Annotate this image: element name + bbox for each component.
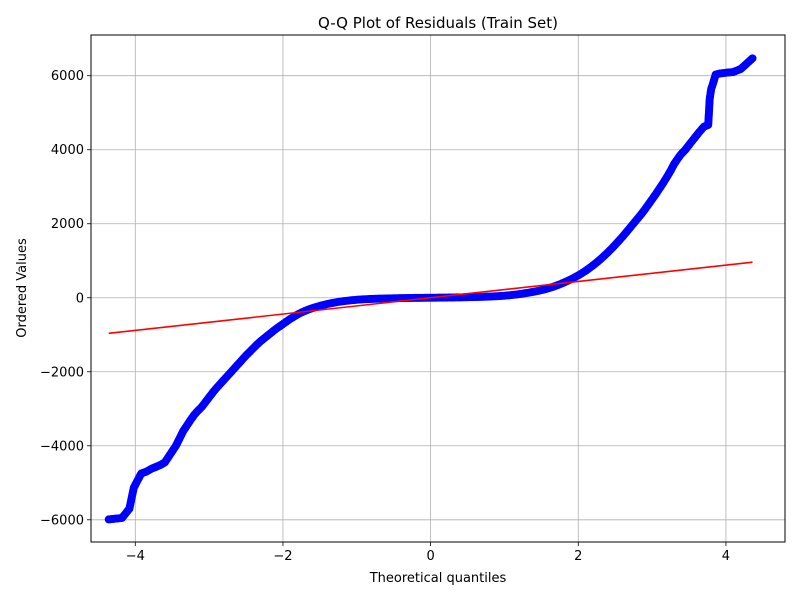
y-tick-label: −4000	[40, 439, 84, 454]
y-tick-label: 6000	[51, 69, 84, 84]
x-tick-label: 2	[574, 549, 582, 564]
chart-title: Q-Q Plot of Residuals (Train Set)	[318, 14, 558, 32]
plot-frame	[90, 34, 786, 543]
y-axis-label: Ordered Values	[15, 238, 30, 338]
residual-points	[104, 54, 757, 524]
residual-point	[747, 55, 756, 64]
y-tick-label: −6000	[40, 513, 84, 528]
x-tick-label: −2	[273, 549, 292, 564]
y-tick-label: 2000	[51, 217, 84, 232]
y-tick-label: 4000	[51, 143, 84, 158]
grid-layer	[91, 35, 785, 542]
reference-fit-line	[108, 261, 753, 335]
series-layer	[104, 54, 757, 524]
y-tick-label: 0	[76, 291, 84, 306]
x-tick-label: −4	[126, 549, 145, 564]
x-tick-label: 4	[722, 549, 730, 564]
x-axis-label: Theoretical quantiles	[369, 571, 507, 586]
tick-layer: −4 −2 0 2 4 −6000 −4000 −2000 0 2000 4000 6000	[40, 69, 730, 564]
y-tick-label: −2000	[40, 365, 84, 380]
x-tick-label: 0	[426, 549, 434, 564]
